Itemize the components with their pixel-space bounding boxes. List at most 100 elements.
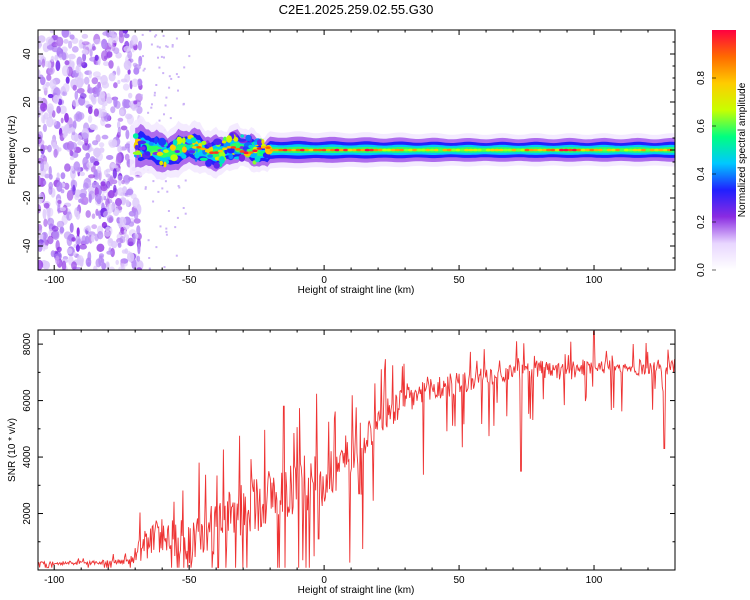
spectrogram-sparse-dot: [163, 266, 166, 269]
spectrogram-band-blob: [185, 143, 191, 151]
spectrogram-noise-blob: [74, 90, 79, 101]
spectrogram-noise-blob: [122, 83, 130, 91]
spectrogram-band-blob: [163, 161, 167, 168]
spectrogram-noise-blob: [60, 117, 64, 124]
spectrogram-sparse-dot: [161, 187, 164, 190]
spectrogram-core-segment: [252, 149, 258, 152]
spectrogram-noise-blob: [56, 246, 62, 253]
spectrogram-noise-blob: [74, 194, 80, 201]
spectrogram-noise-blob: [47, 93, 54, 99]
spectrogram-noise-blob: [55, 255, 60, 265]
spectrogram-band-blob: [191, 137, 197, 144]
spectrogram-sparse-dot: [182, 207, 185, 209]
spectrogram-noise-blob: [77, 238, 82, 245]
spectrogram-band-blob: [254, 155, 261, 163]
spectrogram-band-blob: [261, 139, 265, 145]
spectrogram-noise-blob: [123, 229, 127, 238]
spectrogram-noise-blob: [123, 33, 130, 39]
snr-x-tick-label: -50: [182, 575, 197, 586]
spectrogram-noise-blob: [47, 106, 54, 115]
spectrogram-core-segment: [278, 148, 284, 152]
spectrogram-core-segment: [511, 148, 517, 152]
spectrogram-noise-blob: [130, 103, 135, 109]
spectrogram-noise-blob: [127, 176, 134, 181]
spectrogram-noise-blob: [43, 244, 49, 250]
spectrogram-x-label: Height of straight line (km): [298, 285, 415, 296]
spectrogram-sparse-dot: [164, 104, 167, 107]
spectrogram-core-segment: [615, 148, 621, 152]
spectrogram-noise-blob: [94, 54, 99, 61]
spectrogram-sparse-dot: [168, 75, 171, 78]
spectrogram-noise-blob: [96, 151, 103, 162]
spectrogram-noise-blob: [56, 105, 61, 114]
colorbar-tick-label: 0.4: [696, 167, 707, 181]
spectrogram-noise-blob: [81, 132, 89, 142]
spectrogram-noise-blob: [106, 203, 114, 214]
spectrogram-noise-blob: [48, 166, 52, 176]
spectrogram-noise-blob: [123, 45, 131, 53]
spectrogram-noise-blob: [92, 46, 97, 51]
spectrogram-band-blob: [187, 135, 192, 140]
spectrogram-noise-blob: [75, 244, 80, 252]
spectrogram-sparse-dot: [171, 45, 174, 48]
snr-ticks: -100 -50 0 50 100 2000 4000 6000 8000: [22, 330, 676, 586]
spectrogram-noise-blob: [61, 65, 69, 77]
spectrogram-noise-blob: [119, 109, 125, 116]
spectrogram-noise-blob: [132, 62, 138, 67]
spectrogram-core-segment: [559, 148, 565, 152]
spectrogram-noise-blob: [79, 171, 86, 177]
spectrogram-noise-blob: [117, 117, 124, 122]
spectrogram-sparse-dot: [157, 56, 159, 59]
spectrogram-noise-blob: [108, 266, 115, 270]
spectrogram-noise-blob: [64, 112, 69, 123]
spectrogram-noise-blob: [75, 65, 80, 74]
spectrogram-noise-blob: [90, 234, 95, 243]
snr-series-line: [38, 330, 675, 569]
spectrogram-sparse-dot: [170, 77, 173, 80]
spectrogram-noise-blob: [117, 187, 124, 196]
spectrogram-sparse-dot: [165, 227, 168, 230]
spectrogram-sparse-dot: [177, 89, 179, 92]
spectrogram-band-blob: [169, 144, 176, 151]
spectrogram-core-segment: [213, 151, 219, 154]
spectrogram-core-segment: [200, 147, 206, 151]
spectrogram-noise-blob: [97, 231, 104, 240]
spectrogram-noise-blob: [120, 125, 128, 131]
spectrogram-core-segment: [524, 148, 530, 152]
spectrogram-core-segment: [338, 148, 344, 152]
spectrogram-sparse-dot: [182, 103, 185, 106]
spectrogram-sparse-dot: [158, 66, 161, 69]
spectrogram-noise-blob: [137, 40, 142, 51]
spectrogram-noise-blob: [85, 210, 91, 218]
spectrogram-noise-blob: [108, 60, 114, 69]
spectrogram-noise-blob: [66, 248, 73, 255]
spectrogram-noise-blob: [66, 190, 74, 201]
spectrogram-core-segment: [649, 148, 655, 152]
spectrogram-core-segment: [593, 148, 599, 152]
spectrogram-noise-blob: [81, 33, 89, 39]
spectrogram-band-blob: [240, 134, 244, 138]
spectrogram-noise-blob: [97, 94, 106, 106]
spectrogram-band-blob: [132, 151, 142, 155]
spectrogram-noise-blob: [64, 60, 70, 66]
spectrogram-noise-blob: [74, 134, 82, 142]
spectrogram-noise-blob: [87, 115, 93, 123]
spectrogram-core-segment: [382, 148, 388, 152]
spectrogram-noise-blob: [71, 261, 77, 270]
spectrogram-core-segment: [192, 146, 198, 149]
spectrogram-noise-blob: [100, 181, 106, 187]
spectrogram-core-segment: [645, 148, 651, 152]
spectrogram-sparse-dot: [165, 96, 168, 99]
spectrogram-noise-blob: [93, 161, 100, 166]
spectrogram-noise-blob: [112, 168, 117, 179]
spectrogram-core-segment: [520, 148, 526, 152]
spectrogram-noise-blob: [109, 141, 116, 148]
spectrogram-sparse-dot: [150, 43, 153, 46]
spectrogram-y-tick-label: 40: [22, 48, 33, 60]
spectrogram-core-segment: [394, 148, 401, 152]
spectrogram-noise-blob: [117, 175, 123, 181]
spectrogram-noise-blob: [122, 98, 128, 109]
spectrogram-noise-blob: [56, 181, 63, 192]
spectrogram-sparse-dot: [155, 246, 158, 249]
spectrogram-core-segment: [433, 148, 439, 152]
